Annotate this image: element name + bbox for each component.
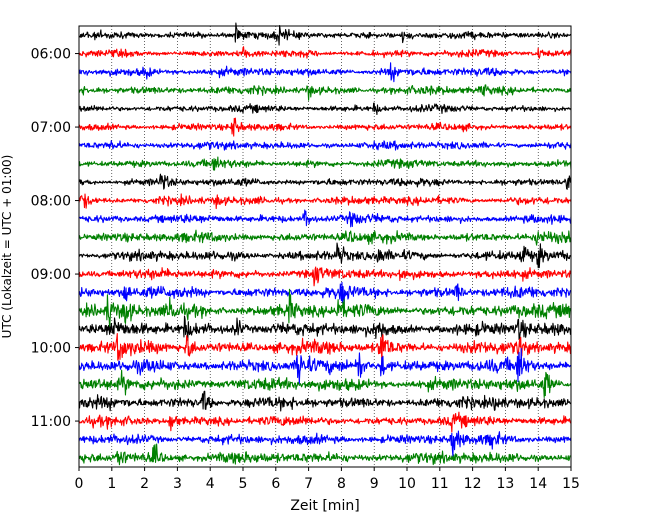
- trace-line: [78, 347, 572, 385]
- x-tick-label: 3: [173, 476, 182, 492]
- y-axis-label: UTC (Lokalzeit = UTC + 01:00): [0, 155, 14, 339]
- seismic-traces: [78, 22, 572, 466]
- trace-line: [78, 281, 572, 305]
- x-tick-label: 7: [304, 476, 313, 492]
- trace-line: [78, 156, 572, 171]
- trace-line: [78, 430, 572, 457]
- y-tick-label: 10:00: [31, 341, 71, 357]
- trace-line: [78, 140, 572, 151]
- trace-line: [78, 46, 572, 59]
- x-tick-label: 0: [75, 476, 84, 492]
- trace-line: [78, 22, 572, 46]
- x-tick-label: 12: [464, 476, 482, 492]
- trace-line: [78, 443, 572, 466]
- trace-line: [78, 390, 572, 412]
- y-tick-label: 06:00: [31, 47, 71, 63]
- x-tick-label: 9: [370, 476, 379, 492]
- x-tick-label: 15: [562, 476, 580, 492]
- trace-line: [78, 62, 572, 83]
- x-axis-label: Zeit [min]: [290, 498, 359, 514]
- trace-line: [78, 242, 572, 269]
- y-tick-label: 09:00: [31, 267, 71, 283]
- trace-line: [78, 229, 572, 246]
- plot-frame: [78, 25, 572, 468]
- y-tick-label: 08:00: [31, 194, 71, 210]
- trace-line: [78, 369, 572, 398]
- trace-line: [78, 193, 572, 210]
- x-tick-label: 2: [140, 476, 149, 492]
- x-tick-label: 6: [271, 476, 280, 492]
- x-tick-label: 8: [337, 476, 346, 492]
- trace-line: [78, 288, 572, 329]
- trace-line: [78, 411, 572, 433]
- x-tick-label: 4: [206, 476, 215, 492]
- trace-line: [78, 84, 572, 101]
- trace-line: [78, 332, 572, 367]
- x-tick-label: 13: [496, 476, 514, 492]
- x-axis-ticks: 0 1 2 3 4 5 6 7 8 9 10 11 12 13 14 15: [75, 467, 580, 492]
- trace-line: [78, 315, 572, 342]
- trace-line: [78, 266, 572, 287]
- trace-line: [78, 173, 572, 190]
- y-tick-label: 11:00: [31, 414, 71, 430]
- y-axis-ticks: 06:00 07:00 08:00 09:00 10:00 11:00: [31, 47, 79, 430]
- x-tick-label: 11: [431, 476, 449, 492]
- y-tick-label: 07:00: [31, 120, 71, 136]
- trace-line: [78, 117, 572, 137]
- trace-line: [78, 102, 572, 116]
- x-tick-label: 1: [107, 476, 116, 492]
- x-tick-label: 10: [398, 476, 416, 492]
- x-tick-label: 14: [529, 476, 547, 492]
- x-tick-label: 5: [239, 476, 248, 492]
- trace-line: [78, 209, 572, 228]
